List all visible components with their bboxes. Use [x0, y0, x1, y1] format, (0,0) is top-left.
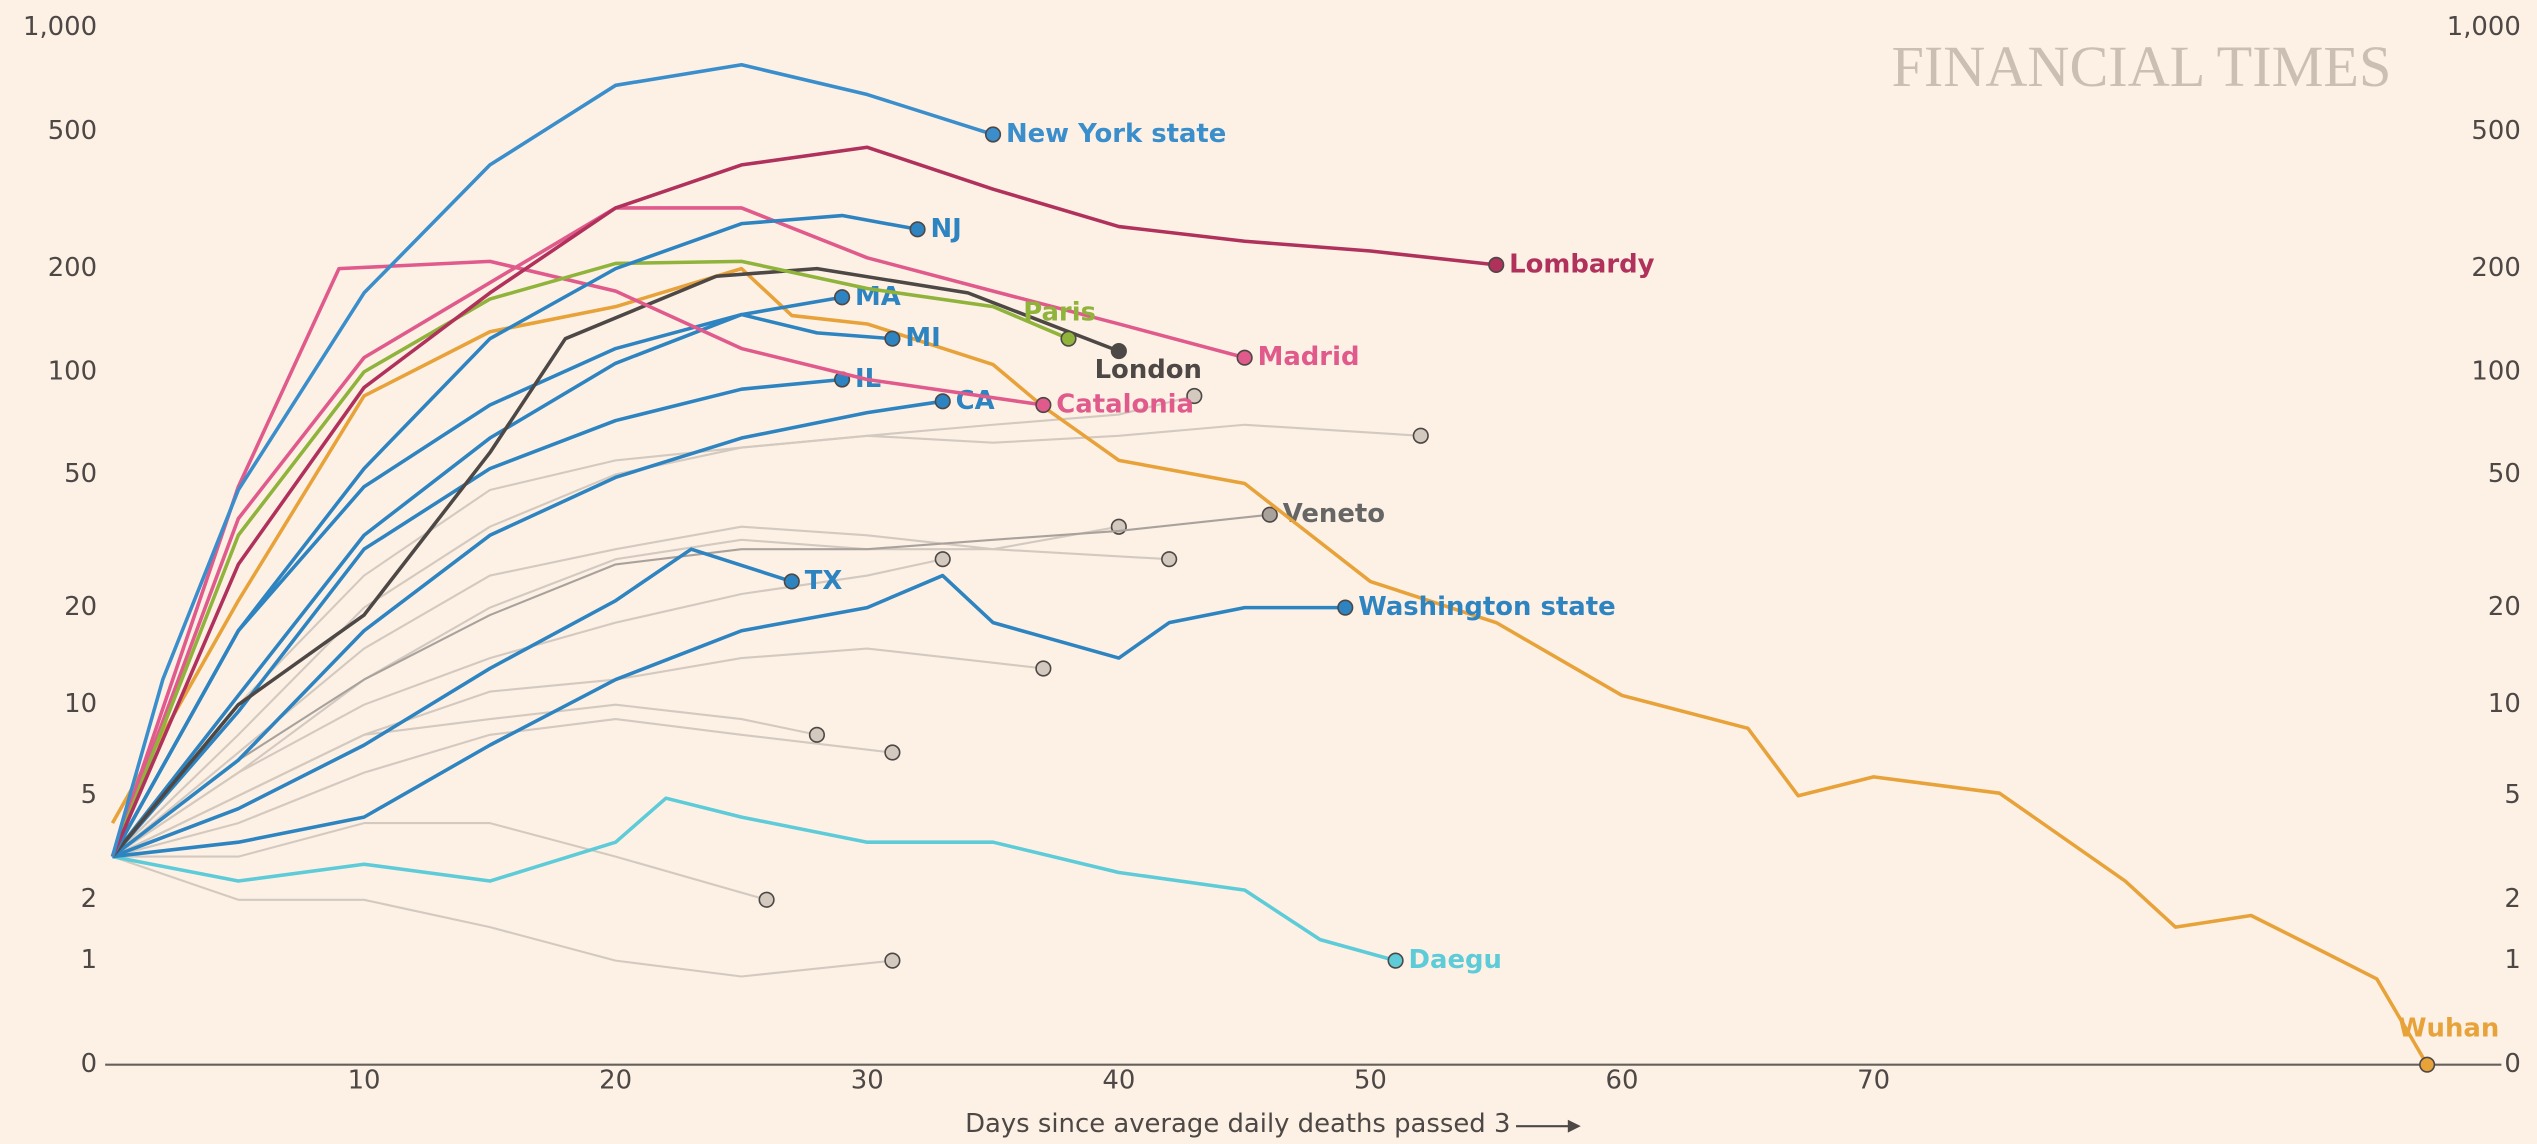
end-dot	[1488, 256, 1505, 273]
series-label: Washington state	[1358, 592, 1615, 622]
x-tick-label: 70	[1857, 1065, 1890, 1095]
x-tick-label: 30	[851, 1065, 884, 1095]
series-line	[111, 266, 1120, 858]
y-tick-label-right: 1,000	[2447, 12, 2521, 42]
end-dot	[1186, 387, 1203, 405]
end-dot	[1161, 551, 1178, 568]
series-line	[112, 822, 767, 901]
end-dot	[833, 289, 851, 306]
x-tick-label: 60	[1606, 1065, 1639, 1095]
series-label: Lombardy	[1509, 249, 1654, 279]
series-line	[111, 423, 1421, 858]
series-label: Catalonia	[1056, 389, 1194, 419]
end-dot	[1060, 330, 1077, 347]
series-label: Wuhan	[2398, 1014, 2499, 1044]
y-tick-label-right: 50	[2488, 459, 2521, 489]
end-dot	[758, 891, 775, 908]
y-tick-label: 0	[81, 1049, 97, 1079]
x-tick-label: 20	[599, 1065, 632, 1095]
series-line	[111, 525, 1120, 858]
end-dot	[1337, 599, 1354, 616]
end-dot	[1110, 342, 1127, 360]
y-tick-label-right: 100	[2471, 356, 2520, 386]
end-dot	[1387, 952, 1404, 969]
arrow-head	[1567, 1119, 1581, 1133]
y-tick-label-right: 500	[2471, 116, 2520, 146]
series-line	[111, 703, 818, 858]
series-label: Paris	[1023, 297, 1096, 327]
end-dot	[934, 551, 951, 568]
series-line	[110, 62, 994, 858]
y-tick-label-right: 2	[2504, 884, 2520, 914]
series-label: CA	[956, 386, 995, 416]
x-tick-label: 10	[348, 1065, 381, 1095]
series-line	[110, 259, 1070, 858]
x-axis-label: Days since average daily deaths passed 3	[965, 1109, 1510, 1139]
series-label: NJ	[931, 214, 962, 244]
end-dot	[1261, 506, 1278, 523]
end-dot	[808, 726, 826, 743]
series-label: New York state	[1006, 119, 1226, 149]
y-tick-label-right: 1	[2504, 945, 2520, 975]
x-tick-label: 50	[1354, 1065, 1387, 1095]
series-line	[110, 206, 1246, 858]
y-tick-label: 1,000	[23, 12, 97, 42]
y-tick-label: 200	[48, 253, 97, 283]
series-line	[110, 213, 918, 858]
y-tick-label-right: 20	[2488, 592, 2521, 622]
y-tick-label: 100	[48, 356, 97, 386]
end-dot	[984, 126, 1002, 143]
series-line	[111, 547, 793, 859]
series-line	[112, 855, 893, 978]
series-line	[111, 295, 843, 858]
series-line	[110, 145, 1497, 858]
series-label: Daegu	[1409, 945, 1502, 975]
y-tick-label: 20	[64, 592, 97, 622]
series-line	[111, 399, 943, 859]
end-dot	[934, 393, 951, 410]
y-tick-label: 1	[81, 945, 97, 975]
end-dot	[1035, 396, 1052, 414]
end-dot	[1412, 427, 1429, 444]
end-dot	[884, 952, 901, 969]
series-line	[110, 312, 893, 858]
series-label: MI	[905, 323, 940, 353]
end-dot	[884, 744, 901, 761]
y-tick-label-right: 5	[2504, 780, 2520, 810]
end-dot	[1236, 349, 1253, 366]
series-line	[111, 558, 943, 858]
series-line	[112, 718, 893, 858]
series-label: London	[1095, 355, 1202, 385]
end-dot	[909, 221, 926, 238]
x-tick-label: 40	[1102, 1065, 1135, 1095]
brand-logo: FINANCIAL TIMES	[1892, 34, 2392, 99]
series-line	[111, 377, 843, 858]
y-tick-label-right: 10	[2488, 689, 2521, 719]
y-tick-label-right: 0	[2504, 1049, 2520, 1079]
x-axis-arrow	[1516, 1119, 1581, 1133]
y-tick-label: 50	[64, 459, 97, 489]
end-dot	[2419, 1056, 2436, 1073]
series-line	[112, 573, 1346, 859]
y-tick-label: 500	[48, 116, 97, 146]
series-line	[111, 394, 1195, 858]
series-line	[112, 796, 1397, 963]
y-tick-label-right: 200	[2471, 253, 2520, 283]
series-label: TX	[805, 566, 843, 596]
y-tick-label: 5	[81, 780, 97, 810]
end-dot	[884, 330, 901, 347]
series-line	[110, 259, 1044, 858]
y-tick-label: 10	[64, 689, 97, 719]
end-dot	[1035, 660, 1052, 677]
end-dot	[783, 573, 800, 590]
series-label: Madrid	[1258, 342, 1360, 372]
y-tick-label: 2	[81, 884, 97, 914]
series-line	[110, 266, 2429, 1066]
